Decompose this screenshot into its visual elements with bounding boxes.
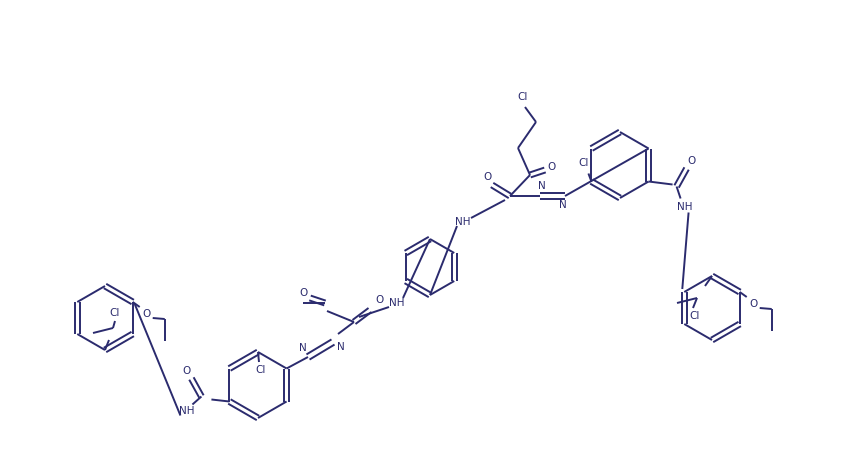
- Text: O: O: [548, 162, 556, 172]
- Text: O: O: [749, 299, 758, 309]
- Text: N: N: [559, 200, 567, 210]
- Text: NH: NH: [179, 406, 195, 416]
- Text: Cl: Cl: [256, 365, 266, 375]
- Text: Cl: Cl: [690, 311, 701, 321]
- Text: N: N: [337, 342, 345, 352]
- Text: O: O: [183, 366, 190, 376]
- Text: O: O: [376, 295, 384, 305]
- Text: N: N: [299, 343, 306, 353]
- Text: O: O: [142, 309, 151, 319]
- Text: Cl: Cl: [578, 159, 589, 169]
- Text: Cl: Cl: [109, 308, 120, 318]
- Text: O: O: [299, 288, 307, 298]
- Text: NH: NH: [456, 217, 471, 227]
- Text: O: O: [482, 172, 491, 182]
- Text: N: N: [538, 181, 546, 191]
- Text: NH: NH: [389, 298, 405, 308]
- Text: O: O: [687, 155, 695, 165]
- Text: Cl: Cl: [518, 92, 528, 102]
- Text: NH: NH: [677, 202, 692, 211]
